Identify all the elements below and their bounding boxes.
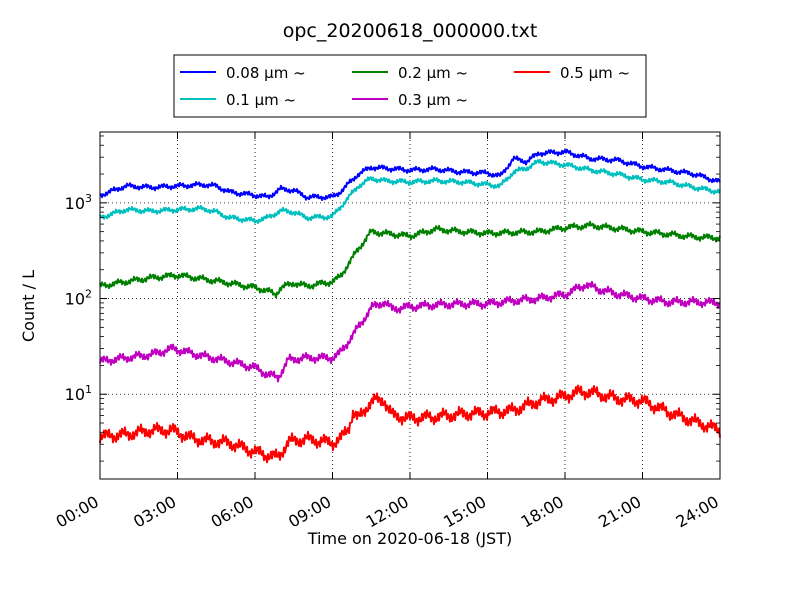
legend-box (173, 54, 647, 118)
series-line (99, 220, 721, 299)
legend-label: 0.2 µm ~ (398, 64, 468, 82)
series-line (99, 158, 721, 224)
series-lines (99, 148, 721, 464)
y-axis-label: Count / L (19, 270, 38, 342)
legend-label: 0.08 µm ~ (226, 64, 306, 82)
series-line (99, 384, 721, 464)
legend-label: 0.3 µm ~ (398, 91, 468, 109)
legend-label: 0.5 µm ~ (560, 64, 630, 82)
y-tick-label: 101 (65, 383, 92, 404)
legend-label: 0.1 µm ~ (226, 91, 296, 109)
legend: 0.08 µm ~ 0.1 µm ~ 0.2 µm ~ 0.3 µm ~ 0.5 µm … (173, 54, 647, 118)
series-line (99, 148, 721, 201)
chart-title: opc_20200618_000000.txt (283, 20, 538, 42)
x-axis-label: Time on 2020-06-18 (JST) (307, 529, 512, 548)
y-tick-label: 102 (65, 288, 92, 309)
y-tick-label: 103 (65, 192, 92, 213)
series-line (99, 280, 721, 383)
